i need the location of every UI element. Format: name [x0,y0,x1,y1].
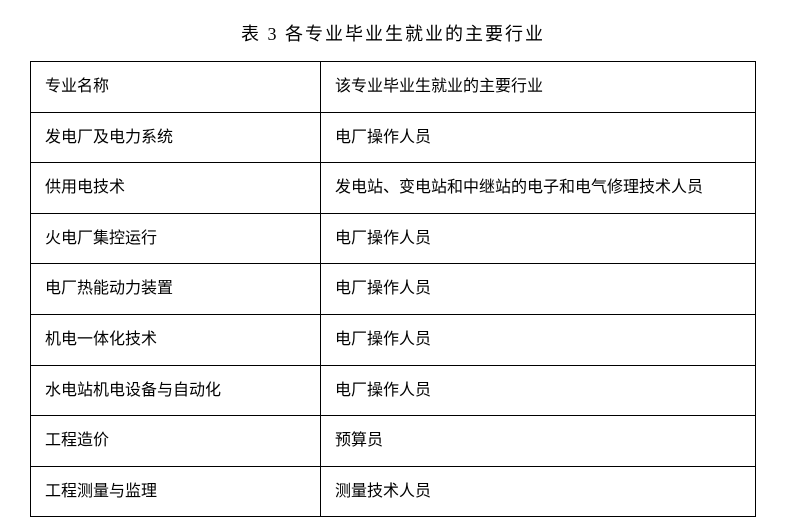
table-row: 电厂热能动力装置 电厂操作人员 [31,264,756,315]
cell-major: 火电厂集控运行 [31,213,321,264]
cell-major: 供用电技术 [31,163,321,214]
industries-table: 专业名称 该专业毕业生就业的主要行业 发电厂及电力系统 电厂操作人员 供用电技术… [30,61,756,517]
table-row: 发电厂及电力系统 电厂操作人员 [31,112,756,163]
cell-industry: 发电站、变电站和中继站的电子和电气修理技术人员 [321,163,756,214]
cell-major: 水电站机电设备与自动化 [31,365,321,416]
cell-major: 发电厂及电力系统 [31,112,321,163]
table-row: 水电站机电设备与自动化 电厂操作人员 [31,365,756,416]
header-major: 专业名称 [31,62,321,113]
table-row: 工程造价 预算员 [31,416,756,467]
header-industry: 该专业毕业生就业的主要行业 [321,62,756,113]
cell-industry: 电厂操作人员 [321,264,756,315]
table-row: 火电厂集控运行 电厂操作人员 [31,213,756,264]
cell-industry: 电厂操作人员 [321,314,756,365]
cell-industry: 电厂操作人员 [321,112,756,163]
cell-industry: 测量技术人员 [321,466,756,517]
cell-industry: 电厂操作人员 [321,365,756,416]
cell-major: 工程测量与监理 [31,466,321,517]
cell-major: 工程造价 [31,416,321,467]
table-row: 供用电技术 发电站、变电站和中继站的电子和电气修理技术人员 [31,163,756,214]
table-row: 工程测量与监理 测量技术人员 [31,466,756,517]
table-header-row: 专业名称 该专业毕业生就业的主要行业 [31,62,756,113]
cell-major: 机电一体化技术 [31,314,321,365]
cell-industry: 预算员 [321,416,756,467]
cell-major: 电厂热能动力装置 [31,264,321,315]
table-row: 机电一体化技术 电厂操作人员 [31,314,756,365]
table-title: 表 3 各专业毕业生就业的主要行业 [30,20,756,46]
cell-industry: 电厂操作人员 [321,213,756,264]
